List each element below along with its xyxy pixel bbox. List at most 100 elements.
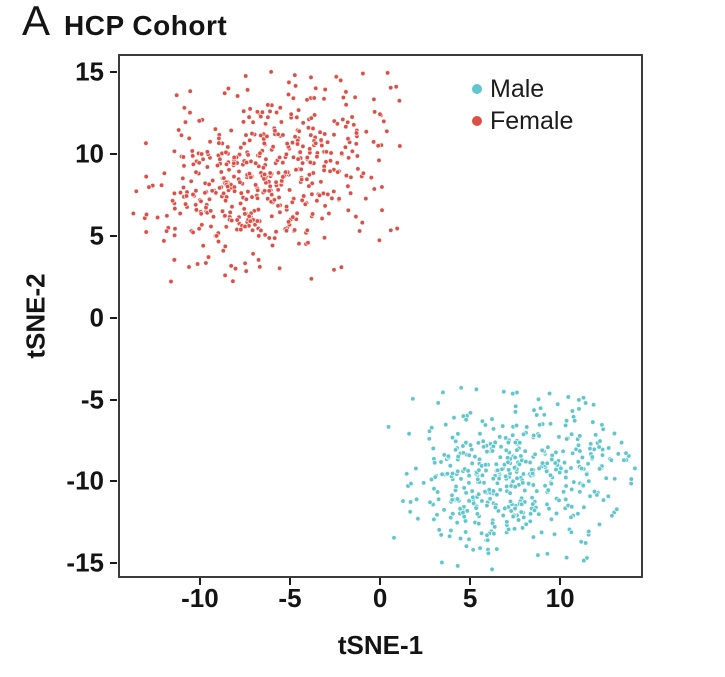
data-point: [181, 105, 188, 111]
data-point: [347, 190, 354, 196]
data-point: [344, 119, 351, 126]
data-point: [196, 225, 202, 232]
data-point: [379, 207, 385, 213]
data-point: [283, 151, 290, 158]
data-point: [246, 137, 253, 144]
data-point: [229, 203, 235, 210]
data-point: [523, 458, 529, 465]
x-tick-mark: [288, 578, 291, 585]
data-point: [552, 460, 559, 466]
data-point: [532, 451, 538, 458]
data-point: [590, 419, 596, 425]
data-point: [431, 516, 437, 523]
data-point: [252, 221, 258, 228]
data-point: [590, 401, 597, 408]
data-point: [290, 95, 297, 101]
male-points-group: [385, 385, 638, 573]
data-point: [172, 225, 178, 232]
data-point: [247, 106, 253, 112]
data-point: [222, 213, 228, 219]
data-point: [186, 264, 192, 270]
data-point: [454, 496, 461, 502]
data-point: [181, 163, 187, 169]
data-point: [486, 486, 492, 493]
data-point: [393, 83, 399, 90]
data-point: [585, 528, 592, 535]
data-point: [271, 197, 278, 203]
x-tick-mark: [559, 578, 562, 585]
x-tick-mark: [198, 578, 201, 585]
data-point: [244, 87, 251, 93]
data-point: [407, 509, 413, 515]
data-point: [143, 173, 149, 180]
data-point: [563, 468, 569, 475]
data-point: [385, 424, 392, 430]
data-point: [500, 512, 506, 519]
data-point: [529, 470, 536, 477]
data-point: [482, 461, 489, 468]
data-point: [261, 140, 268, 147]
data-point: [238, 144, 244, 151]
data-point: [560, 448, 566, 455]
legend-label-female: Female: [490, 106, 574, 135]
data-point: [296, 240, 302, 247]
data-point: [209, 177, 216, 184]
data-point: [370, 139, 377, 145]
data-point: [289, 199, 296, 206]
data-point: [520, 431, 527, 438]
data-point: [628, 480, 634, 487]
data-point: [484, 537, 491, 543]
data-point: [460, 413, 467, 419]
data-point: [475, 476, 481, 483]
x-tick-label: 5: [462, 583, 478, 613]
data-point: [472, 453, 478, 460]
legend: Male Female: [472, 75, 573, 135]
data-point: [462, 529, 469, 535]
data-point: [439, 559, 445, 566]
data-point: [440, 389, 446, 396]
data-point: [338, 264, 345, 270]
data-point: [489, 566, 495, 573]
data-point: [306, 183, 312, 189]
data-point: [467, 410, 474, 416]
chart-title: HCP Cohort: [64, 10, 228, 41]
data-point: [298, 176, 305, 183]
data-point: [493, 461, 500, 467]
data-point: [407, 499, 414, 505]
data-point: [435, 496, 442, 503]
data-point: [509, 432, 516, 438]
data-point: [304, 176, 310, 183]
data-point: [480, 438, 486, 444]
data-point: [600, 426, 606, 433]
data-point: [177, 189, 184, 196]
data-point: [266, 188, 272, 194]
data-point: [198, 151, 205, 157]
data-point: [295, 156, 301, 162]
data-point: [319, 215, 325, 222]
data-point: [562, 496, 569, 503]
x-axis-title: tSNE-1: [337, 630, 424, 660]
data-point: [563, 474, 569, 481]
data-point: [510, 513, 516, 520]
data-point: [189, 148, 196, 154]
data-point: [343, 89, 349, 95]
data-point: [308, 132, 314, 138]
data-point: [175, 127, 182, 133]
data-point: [491, 530, 497, 537]
data-point: [518, 509, 524, 515]
data-point: [439, 471, 445, 477]
data-point: [323, 149, 330, 155]
data-point: [273, 179, 279, 185]
data-point: [241, 206, 247, 212]
data-point: [596, 521, 603, 528]
data-point: [579, 454, 586, 461]
data-point: [463, 543, 470, 549]
data-point: [577, 448, 583, 454]
data-point: [512, 454, 518, 461]
data-point: [349, 148, 356, 155]
data-point: [353, 141, 360, 147]
data-point: [597, 438, 603, 444]
data-point: [225, 85, 232, 92]
data-point: [605, 493, 612, 500]
data-point: [243, 196, 250, 203]
